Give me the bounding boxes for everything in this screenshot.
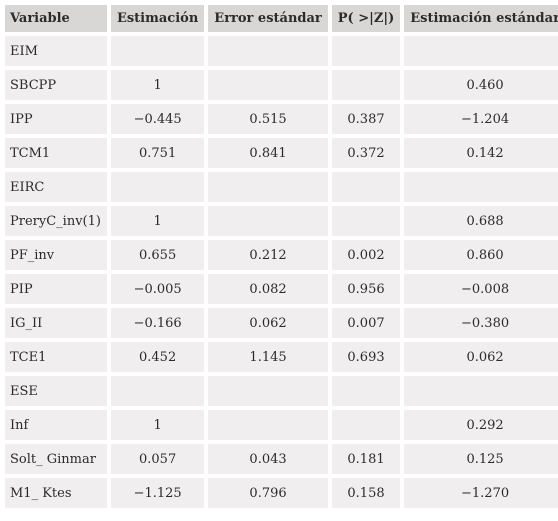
table-row: PreryC_inv(1) 1 0.688 [5, 206, 558, 236]
table-row: ESE [5, 376, 558, 406]
cell-estimacion: 0.751 [110, 138, 205, 168]
cell-p-value: 0.181 [331, 444, 401, 474]
cell-estimacion-estandar: 0.860 [404, 240, 558, 270]
table-row: TCE1 0.452 1.145 0.693 0.062 [5, 342, 558, 372]
cell-p-value: 0.002 [331, 240, 401, 270]
estimates-table: Variable Estimación Error estándar P( >|… [1, 1, 558, 512]
table-row: Inf 1 0.292 [5, 410, 558, 440]
cell-estimacion: −1.125 [110, 478, 205, 508]
cell-variable: ESE [5, 376, 107, 406]
cell-p-value: 0.387 [331, 104, 401, 134]
cell-p-value [331, 206, 401, 236]
header-variable: Variable [5, 5, 107, 32]
table-row: PIP −0.005 0.082 0.956 −0.008 [5, 274, 558, 304]
cell-error-estandar [208, 36, 328, 66]
header-p-value: P( >|Z|) [331, 5, 401, 32]
cell-estimacion: −0.005 [110, 274, 205, 304]
cell-estimacion: −0.166 [110, 308, 205, 338]
cell-p-value: 0.007 [331, 308, 401, 338]
cell-estimacion: 1 [110, 206, 205, 236]
cell-estimacion-estandar [404, 172, 558, 202]
cell-p-value [331, 36, 401, 66]
cell-p-value [331, 376, 401, 406]
cell-estimacion: 0.655 [110, 240, 205, 270]
cell-error-estandar [208, 376, 328, 406]
cell-error-estandar [208, 206, 328, 236]
cell-estimacion [110, 36, 205, 66]
cell-estimacion-estandar: 0.292 [404, 410, 558, 440]
cell-estimacion-estandar: −0.380 [404, 308, 558, 338]
cell-variable: PF_inv [5, 240, 107, 270]
cell-variable: EIM [5, 36, 107, 66]
cell-p-value [331, 70, 401, 100]
cell-variable: PIP [5, 274, 107, 304]
cell-variable: EIRC [5, 172, 107, 202]
cell-error-estandar [208, 172, 328, 202]
cell-variable: M1_ Ktes [5, 478, 107, 508]
header-error-estandar: Error estándar [208, 5, 328, 32]
table-row: Solt_ Ginmar 0.057 0.043 0.181 0.125 [5, 444, 558, 474]
cell-estimacion [110, 376, 205, 406]
header-estimacion-estandar: Estimación estándar [404, 5, 558, 32]
table-row: TCM1 0.751 0.841 0.372 0.142 [5, 138, 558, 168]
cell-estimacion-estandar: 0.142 [404, 138, 558, 168]
cell-estimacion: 1 [110, 410, 205, 440]
cell-error-estandar: 0.043 [208, 444, 328, 474]
cell-variable: TCM1 [5, 138, 107, 168]
table-row: IG_II −0.166 0.062 0.007 −0.380 [5, 308, 558, 338]
table-row: IPP −0.445 0.515 0.387 −1.204 [5, 104, 558, 134]
table-row: EIRC [5, 172, 558, 202]
cell-error-estandar: 1.145 [208, 342, 328, 372]
cell-error-estandar: 0.796 [208, 478, 328, 508]
cell-p-value [331, 172, 401, 202]
cell-estimacion-estandar: 0.062 [404, 342, 558, 372]
cell-estimacion: 0.057 [110, 444, 205, 474]
cell-estimacion: 0.452 [110, 342, 205, 372]
cell-error-estandar: 0.841 [208, 138, 328, 168]
cell-estimacion-estandar: −0.008 [404, 274, 558, 304]
results-table-container: Variable Estimación Error estándar P( >|… [5, 1, 558, 512]
cell-error-estandar: 0.515 [208, 104, 328, 134]
cell-p-value: 0.693 [331, 342, 401, 372]
header-estimacion: Estimación [110, 5, 205, 32]
cell-estimacion-estandar [404, 36, 558, 66]
table-row: PF_inv 0.655 0.212 0.002 0.860 [5, 240, 558, 270]
cell-estimacion-estandar: −1.204 [404, 104, 558, 134]
cell-variable: IPP [5, 104, 107, 134]
cell-estimacion-estandar: 0.125 [404, 444, 558, 474]
cell-variable: TCE1 [5, 342, 107, 372]
cell-estimacion: 1 [110, 70, 205, 100]
cell-estimacion [110, 172, 205, 202]
cell-variable: Inf [5, 410, 107, 440]
cell-p-value: 0.372 [331, 138, 401, 168]
cell-variable: SBCPP [5, 70, 107, 100]
cell-p-value: 0.956 [331, 274, 401, 304]
cell-variable: Solt_ Ginmar [5, 444, 107, 474]
cell-error-estandar: 0.082 [208, 274, 328, 304]
table-row: SBCPP 1 0.460 [5, 70, 558, 100]
cell-estimacion-estandar: −1.270 [404, 478, 558, 508]
cell-estimacion-estandar [404, 376, 558, 406]
table-row: M1_ Ktes −1.125 0.796 0.158 −1.270 [5, 478, 558, 508]
header-row: Variable Estimación Error estándar P( >|… [5, 5, 558, 32]
cell-p-value [331, 410, 401, 440]
cell-error-estandar [208, 410, 328, 440]
cell-error-estandar: 0.212 [208, 240, 328, 270]
table-row: EIM [5, 36, 558, 66]
cell-estimacion-estandar: 0.460 [404, 70, 558, 100]
cell-estimacion: −0.445 [110, 104, 205, 134]
cell-estimacion-estandar: 0.688 [404, 206, 558, 236]
cell-error-estandar [208, 70, 328, 100]
cell-variable: PreryC_inv(1) [5, 206, 107, 236]
cell-variable: IG_II [5, 308, 107, 338]
cell-error-estandar: 0.062 [208, 308, 328, 338]
cell-p-value: 0.158 [331, 478, 401, 508]
